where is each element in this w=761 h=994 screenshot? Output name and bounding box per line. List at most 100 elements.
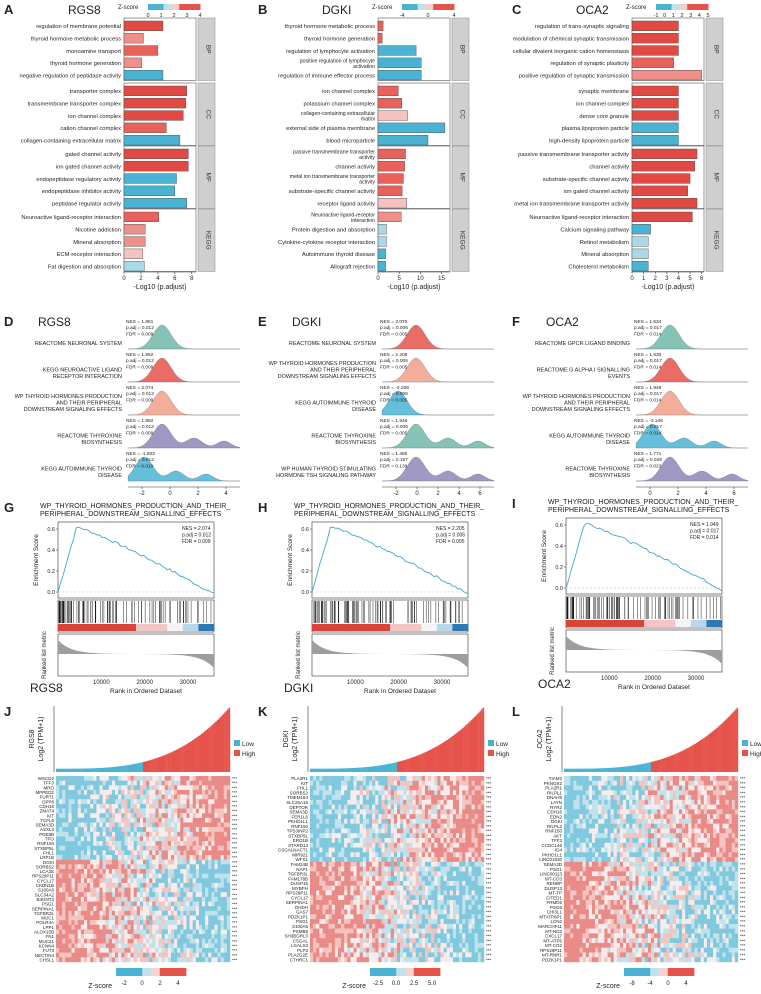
heatmap-gene-label: B3GNT3 — [36, 897, 54, 902]
heatmap-cell — [174, 892, 178, 898]
heatmap-cell — [102, 794, 106, 800]
heatmap-cell — [105, 869, 110, 874]
heatmap-cell — [189, 952, 193, 958]
x-axis-label: -Log10 (p.adjust) — [388, 284, 441, 291]
heatmap-cell — [468, 857, 472, 863]
ridge-pathway-label: WP THYROID HORMONES PRODUCTION — [15, 394, 122, 400]
heatmap-cell — [108, 845, 113, 851]
heatmap-cell — [409, 842, 413, 848]
ridge-stat: FDR = 0.009 — [126, 397, 154, 403]
heatmap-cell — [369, 823, 373, 829]
heatmap-cell — [170, 952, 175, 958]
heatmap-cell — [331, 861, 336, 867]
zscore-tick: 4 — [176, 981, 180, 987]
go-bar — [377, 20, 384, 32]
legend-tick: 0 — [663, 13, 666, 19]
heatmap-cell — [431, 857, 435, 863]
heatmap-cell — [474, 852, 478, 858]
heatmap-cell — [208, 780, 212, 786]
go-term-label: positive regulation of lymphocyte — [300, 58, 375, 64]
heatmap-cell — [337, 857, 342, 863]
significance-mark: *** — [486, 781, 492, 786]
rank-band — [100, 624, 106, 631]
heatmap-cell — [217, 836, 221, 842]
heatmap-cell — [133, 836, 137, 842]
ridge-pathway-label: DOWNSTREAM SIGNALING EFFECTS — [24, 407, 123, 413]
heatmap-cell — [164, 915, 169, 921]
heatmap-cell — [77, 855, 82, 860]
heatmap-cell — [214, 952, 218, 958]
gsea-title: WP_THYROID_HORMONES_PRODUCTION_AND_THEIR… — [40, 503, 230, 510]
heatmap-cell — [74, 803, 78, 809]
heatmap-cell — [180, 896, 184, 902]
heatmap-cell — [477, 833, 482, 839]
heatmap-cell — [378, 847, 382, 853]
heatmap-cell — [130, 910, 134, 916]
expression-bar — [154, 758, 157, 772]
heatmap-cell — [118, 952, 122, 958]
heatmap-cell — [217, 901, 221, 907]
heatmap-cell — [381, 842, 385, 848]
significance-mark: *** — [232, 850, 238, 855]
heatmap-cell — [186, 864, 190, 870]
heatmap-cell — [437, 785, 441, 791]
heatmap-cell — [102, 873, 106, 879]
heatmap-cell — [158, 892, 162, 898]
heatmap-cell — [146, 808, 150, 814]
heatmap-cell — [465, 799, 469, 805]
heatmap-cell — [111, 850, 116, 856]
heatmap-cell — [387, 842, 391, 848]
heatmap-cell — [337, 861, 342, 867]
heatmap-cell — [406, 838, 410, 843]
heatmap-cell — [155, 855, 159, 860]
heatmap-cell — [59, 878, 63, 884]
heatmap-cell — [136, 845, 141, 851]
heatmap-cell — [74, 892, 78, 898]
heatmap-cell — [108, 943, 113, 949]
facet-strip — [705, 82, 724, 146]
expression-bar — [318, 768, 321, 772]
heatmap-cell — [174, 794, 178, 800]
heatmap-cell — [337, 804, 342, 810]
heatmap-cell — [202, 850, 206, 856]
heatmap-cell — [344, 780, 348, 786]
heatmap-cell — [189, 957, 193, 963]
heatmap-cell — [124, 929, 128, 935]
rank-band — [331, 624, 336, 631]
go-bar — [123, 45, 159, 56]
significance-mark: *** — [486, 891, 492, 896]
heatmap-cell — [71, 850, 75, 856]
heatmap-cell — [198, 929, 203, 935]
heatmap-cell — [465, 828, 469, 834]
heatmap-cell — [214, 864, 218, 870]
heatmap-cell — [127, 822, 131, 828]
ridge-density — [381, 357, 494, 383]
heatmap-cell — [208, 906, 212, 912]
heatmap-cell — [403, 880, 407, 886]
heatmap-cell — [465, 818, 469, 824]
heatmap-cell — [65, 924, 69, 930]
zscore-legend-swatch — [180, 968, 184, 976]
facet-label: KEGG — [205, 231, 212, 250]
heatmap-cell — [406, 823, 410, 829]
legend-swatch — [176, 4, 180, 10]
heatmap-cell — [331, 890, 336, 896]
heatmap-cell — [362, 804, 367, 810]
es-curve — [311, 526, 469, 594]
heatmap-cell — [68, 938, 72, 944]
heatmap-cell — [174, 938, 178, 944]
heatmap-cell — [118, 855, 122, 860]
heatmap-cell — [105, 855, 110, 860]
heatmap-cell — [322, 885, 326, 891]
heatmap-cell — [136, 957, 141, 963]
significance-mark: *** — [232, 906, 238, 911]
heatmap-cell — [96, 864, 100, 870]
heatmap-cell — [161, 850, 165, 856]
heatmap-cell — [195, 869, 200, 874]
heatmap-cell — [356, 795, 360, 801]
legend-swatch — [150, 4, 154, 10]
go-bar — [377, 110, 408, 121]
legend-tick: 2 — [680, 13, 683, 19]
heatmap-cell — [155, 841, 159, 846]
go-bar — [631, 173, 691, 184]
